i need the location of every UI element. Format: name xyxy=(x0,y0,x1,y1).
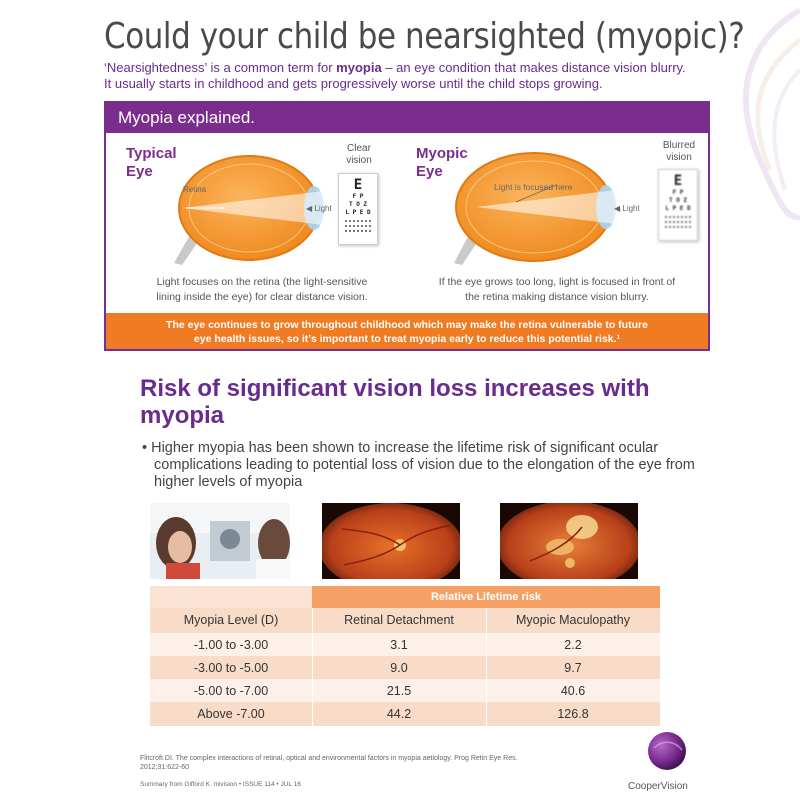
intro-line2: It usually starts in childhood and gets … xyxy=(104,76,603,91)
cell-level: -5.00 to -7.00 xyxy=(193,684,269,698)
typical-eye-label: Typical Eye xyxy=(126,145,177,181)
myopic-label-line1: Myopic xyxy=(416,145,468,162)
myopic-eye-label: Myopic Eye xyxy=(416,145,468,181)
reference-citation: Flitcroft DI. The complex interactions o… xyxy=(140,754,610,772)
table-row: -3.00 to -5.00 9.0 9.7 xyxy=(150,656,660,679)
cell-detachment: 3.1 xyxy=(390,638,408,652)
clear-vision-line1: Clear xyxy=(347,143,371,154)
blurred-vision-label: Blurred vision xyxy=(652,140,706,164)
clear-eye-chart: E F P T O Z L P E D xyxy=(338,173,378,245)
typical-label-line1: Typical xyxy=(126,145,177,162)
col-header-myopic-maculopathy: Myopic Maculopathy xyxy=(516,613,630,627)
blurred-vision-line1: Blurred xyxy=(662,140,696,151)
cell-maculopathy: 40.6 xyxy=(560,684,586,698)
typical-light-label: ◀ Light xyxy=(306,204,332,213)
chart-row-3: T O Z xyxy=(348,201,368,208)
myopia-explained-panel: Myopia explained. Typical Eye Retina ◀ L… xyxy=(104,101,710,351)
reference-line1: Flitcroft DI. The complex interactions o… xyxy=(140,755,518,762)
cell-level: Above -7.00 xyxy=(197,707,265,721)
clear-vision-line2: vision xyxy=(346,155,372,166)
cell-detachment: 9.0 xyxy=(390,661,408,675)
chart-row-1: E xyxy=(353,177,363,193)
risk-heading-line2: myopia xyxy=(140,402,225,429)
typical-caption-line1: Light focuses on the retina (the light-s… xyxy=(156,276,368,288)
cell-level: -3.00 to -5.00 xyxy=(193,661,269,675)
myopic-focus-label: Light is focused here xyxy=(494,182,573,192)
risk-table: Relative Lifetime risk Myopia Level (D) … xyxy=(150,586,660,726)
intro-line1-post: – an eye condition that makes distance v… xyxy=(381,60,686,75)
risk-heading: Risk of significant vision loss increase… xyxy=(140,375,700,429)
myopic-caption-line2: the retina making distance vision blurry… xyxy=(465,291,649,303)
risk-heading-line1: Risk of significant vision loss increase… xyxy=(140,375,650,402)
page-title: Could your child be nearsighted (myopic)… xyxy=(104,16,745,57)
cell-maculopathy: 126.8 xyxy=(557,707,589,721)
typical-caption-line2: lining inside the eye) for clear distanc… xyxy=(156,291,368,303)
table-header-row: Myopia Level (D) Retinal Detachment Myop… xyxy=(150,608,660,633)
typical-eye-icon xyxy=(174,155,324,265)
cell-maculopathy: 9.7 xyxy=(564,661,582,675)
chart-row-2: F P xyxy=(352,193,364,200)
table-corner xyxy=(150,586,312,608)
typical-retina-label: Retina xyxy=(183,185,207,194)
myopic-eye-icon xyxy=(454,152,616,265)
table-row: -1.00 to -3.00 3.1 2.2 xyxy=(150,633,660,656)
myopic-caption-line1: If the eye grows too long, light is focu… xyxy=(438,276,676,288)
reference-line2: 2012;31:622-60 xyxy=(140,764,190,771)
typical-label-line2: Eye xyxy=(126,163,153,180)
blurred-chart-row-3: T O Z xyxy=(668,197,688,204)
blurred-chart-row-2: F P xyxy=(672,189,684,196)
relative-risk-header: Relative Lifetime risk xyxy=(312,586,660,608)
clear-vision-label: Clear vision xyxy=(334,143,384,167)
column-divider xyxy=(486,608,487,726)
cell-detachment: 44.2 xyxy=(386,707,412,721)
coopervision-logo-icon xyxy=(648,732,686,770)
myopic-eye-caption: If the eye grows too long, light is focu… xyxy=(412,275,702,305)
growth-warning-banner: The eye continues to grow throughout chi… xyxy=(106,313,708,349)
brand-name: CooperVision xyxy=(628,781,688,792)
blurred-chart-row-4: L P E D xyxy=(665,205,691,212)
table-row: -5.00 to -7.00 21.5 40.6 xyxy=(150,679,660,702)
typical-eye-caption: Light focuses on the retina (the light-s… xyxy=(124,275,400,305)
eye-exam-photo xyxy=(150,503,290,579)
col-header-retinal-detachment: Retinal Detachment xyxy=(344,613,454,627)
intro-text: ‘Nearsightedness’ is a common term for m… xyxy=(104,60,704,92)
panel-title: Myopia explained. xyxy=(106,103,708,133)
myopic-light-label: ◀ Light xyxy=(614,204,640,213)
summary-source: Summary from Gifford K. mivision • ISSUE… xyxy=(140,781,301,788)
banner-line2: eye health issues, so it’s important to … xyxy=(193,333,621,345)
risk-bullet: • Higher myopia has been shown to increa… xyxy=(142,440,695,490)
retina-photo-normal xyxy=(322,503,460,579)
blurred-eye-chart: E F P T O Z L P E D xyxy=(658,169,698,241)
chart-row-4: L P E D xyxy=(345,209,371,216)
cell-level: -1.00 to -3.00 xyxy=(193,638,269,652)
retina-photo-maculopathy xyxy=(500,503,638,579)
cell-detachment: 21.5 xyxy=(386,684,412,698)
blurred-chart-row-1: E xyxy=(673,173,683,189)
decorative-swirl xyxy=(743,7,800,220)
banner-line1: The eye continues to grow throughout chi… xyxy=(166,319,648,331)
col-header-myopia-level: Myopia Level (D) xyxy=(183,613,279,627)
intro-keyword: myopia xyxy=(336,60,382,75)
blurred-vision-line2: vision xyxy=(666,152,692,163)
table-row: Above -7.00 44.2 126.8 xyxy=(150,702,660,726)
intro-line1-pre: ‘Nearsightedness’ is a common term for xyxy=(104,60,337,75)
typical-light-text: Light xyxy=(314,204,332,213)
myopic-light-text: Light xyxy=(622,204,640,213)
myopic-label-line2: Eye xyxy=(416,163,443,180)
cell-maculopathy: 2.2 xyxy=(564,638,582,652)
column-divider xyxy=(312,608,313,726)
